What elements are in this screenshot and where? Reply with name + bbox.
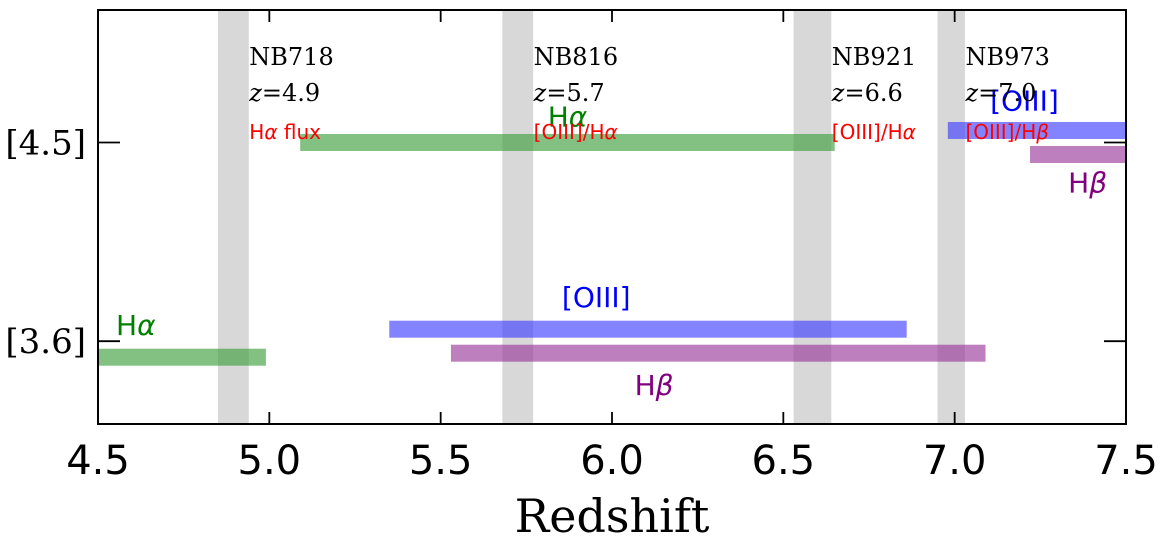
band-filter-nb921: NB921 [832, 43, 916, 71]
filter-band-nb921 [793, 10, 832, 424]
coverage-bar-36-halpha [98, 348, 266, 366]
x-tick-label: 6.5 [752, 438, 816, 484]
x-tick-label: 6.0 [580, 438, 644, 484]
band-note-nb921: [OIII]/Hα [832, 120, 916, 144]
x-tick-label: 7.5 [1094, 438, 1158, 484]
band-filter-nb718: NB718 [249, 43, 333, 71]
y-row-label: [4.5] [5, 123, 86, 163]
line-label-45-halpha: Hα [548, 100, 588, 133]
band-note-nb973: [OIII]/Hβ [965, 120, 1049, 144]
band-redshift-nb816: z=5.7 [533, 79, 605, 107]
x-tick-label: 4.5 [66, 438, 130, 484]
line-label-45-hbeta: Hβ [1068, 166, 1107, 199]
x-tick-label: 5.0 [238, 438, 302, 484]
coverage-bar-45-halpha [300, 133, 835, 151]
coverage-bar-45-hbeta [1030, 145, 1126, 163]
filter-band-nb973 [937, 10, 965, 424]
filter-band-nb816 [502, 10, 534, 424]
line-label-36-hbeta: Hβ [635, 369, 674, 402]
line-label-45-oiii: [OIII] [990, 84, 1059, 117]
x-tick-label: 5.5 [409, 438, 473, 484]
x-tick-label: 7.0 [923, 438, 987, 484]
coverage-bar-36-oiii [389, 320, 907, 338]
coverage-bar-45-oiii [947, 121, 1126, 139]
band-filter-nb816: NB816 [534, 43, 618, 71]
band-note-nb816: [OIII]/Hα [534, 120, 618, 144]
y-row-label: [3.6] [5, 322, 86, 362]
band-redshift-nb973: z=7.0 [964, 79, 1036, 107]
band-redshift-nb921: z=6.6 [831, 79, 903, 107]
line-label-36-oiii: [OIII] [562, 281, 631, 314]
coverage-bar-36-hbeta [450, 344, 986, 362]
band-filter-nb973: NB973 [965, 43, 1049, 71]
band-note-nb718: Hα flux [249, 120, 321, 144]
x-axis-label: Redshift [515, 489, 710, 536]
band-redshift-nb718: z=4.9 [248, 79, 320, 107]
line-label-36-halpha: Hα [116, 309, 156, 342]
